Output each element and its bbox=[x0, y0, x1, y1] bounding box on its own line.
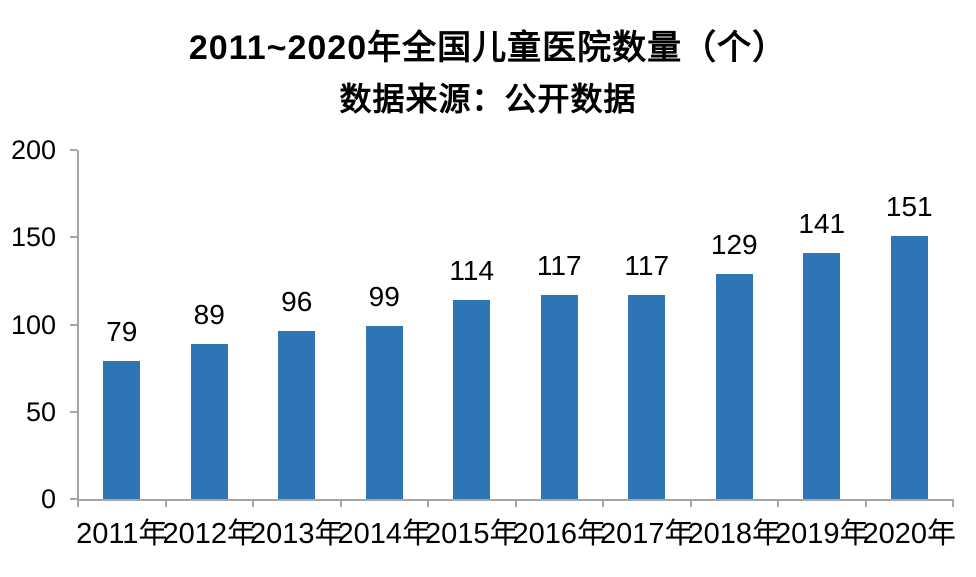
chart-title: 2011~2020年全国儿童医院数量（个） bbox=[188, 29, 788, 67]
x-axis-category-label: 2020年 bbox=[862, 518, 956, 550]
x-axis-category-label: 2015年 bbox=[424, 518, 519, 550]
bar bbox=[540, 294, 578, 499]
bar bbox=[365, 326, 403, 499]
bar-value-label: 79 bbox=[106, 316, 138, 348]
bar-value-label: 129 bbox=[710, 228, 758, 260]
x-axis-category-label: 2019年 bbox=[774, 518, 869, 550]
bar-value-label: 117 bbox=[536, 249, 582, 281]
x-axis-category-label: 2011年 bbox=[76, 518, 168, 550]
bar bbox=[628, 294, 666, 499]
y-axis-tick-label: 0 bbox=[40, 484, 56, 514]
x-axis-category-label: 2018年 bbox=[687, 518, 781, 550]
x-axis-tick-mark bbox=[77, 499, 79, 507]
bar-value-label: 151 bbox=[885, 190, 933, 222]
bar bbox=[278, 331, 316, 499]
chart-subtitle: 数据来源：公开数据 bbox=[339, 81, 637, 117]
x-axis-category-label: 2013年 bbox=[249, 518, 344, 550]
y-axis-tick-label: 150 bbox=[10, 222, 56, 253]
y-axis-tick-mark bbox=[70, 236, 77, 239]
bar-value-label: 141 bbox=[798, 207, 846, 239]
x-axis-category-label: 2012年 bbox=[162, 518, 256, 550]
y-axis-tick-label: 200 bbox=[10, 135, 56, 165]
y-axis-tick-mark bbox=[70, 149, 77, 151]
x-axis-tick-mark bbox=[164, 499, 167, 507]
bar bbox=[715, 273, 753, 499]
x-axis-category-label: 2014年 bbox=[337, 518, 431, 550]
bar bbox=[103, 361, 141, 499]
bar-value-label: 114 bbox=[449, 255, 495, 287]
bar bbox=[803, 252, 841, 499]
bar-value-label: 117 bbox=[624, 249, 670, 281]
bar-value-label: 96 bbox=[281, 286, 313, 318]
y-axis-line bbox=[77, 150, 79, 501]
x-axis-category-label: 2017年 bbox=[599, 518, 694, 550]
bar-value-label: 89 bbox=[193, 298, 225, 330]
x-axis-tick-mark bbox=[427, 499, 429, 507]
x-axis-tick-mark bbox=[777, 499, 779, 507]
bar bbox=[190, 343, 228, 499]
x-axis-tick-mark bbox=[514, 499, 517, 507]
x-axis-category-label: 2016年 bbox=[512, 518, 606, 550]
x-axis-tick-mark bbox=[252, 499, 254, 507]
y-axis-tick-mark bbox=[70, 410, 77, 413]
y-axis-tick-label: 100 bbox=[10, 309, 56, 340]
bar-value-label: 99 bbox=[368, 281, 400, 313]
y-axis-tick-mark bbox=[70, 498, 77, 500]
x-axis-tick-mark bbox=[864, 499, 867, 507]
y-axis-tick-mark bbox=[70, 323, 77, 326]
x-axis-tick-mark bbox=[952, 499, 954, 507]
x-axis-tick-mark bbox=[339, 499, 342, 507]
bar bbox=[453, 300, 491, 499]
bar bbox=[890, 235, 928, 499]
y-axis-tick-label: 50 bbox=[25, 396, 56, 427]
x-axis-tick-mark bbox=[602, 499, 604, 507]
x-axis-tick-mark bbox=[689, 499, 692, 507]
